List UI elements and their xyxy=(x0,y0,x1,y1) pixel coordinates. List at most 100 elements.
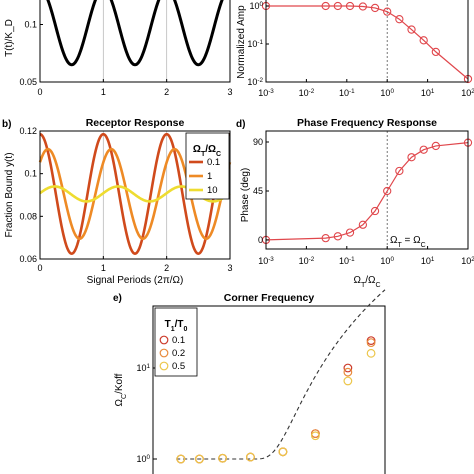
amp-ytick-label: 10-1 xyxy=(247,39,263,50)
panel-b-axes-box xyxy=(39,130,231,260)
corner-legend-entry: 0.1 xyxy=(172,335,185,346)
amp-xtick-label-part: -3 xyxy=(268,88,274,95)
amp-xtick-label-part: 2 xyxy=(471,88,474,95)
phase-annotation-part: C xyxy=(421,242,426,249)
panel-b-ytick-label: 0.1 xyxy=(24,169,37,179)
phase-ytick-label: 0 xyxy=(258,235,263,245)
panel-b-xtick-label: 2 xyxy=(164,263,169,273)
amp-ytick-label-part: -2 xyxy=(257,77,263,84)
corner-legend-swatch xyxy=(159,361,169,371)
panel-b-legend-title: ΩT/ΩC xyxy=(193,144,221,158)
panel-e-label: e) xyxy=(113,293,122,304)
amp-ytick-label-part: -1 xyxy=(257,39,263,46)
amp-point xyxy=(321,1,330,11)
phase-xtick-label-part: -3 xyxy=(268,256,274,263)
phase-title: Phase Frequency Response xyxy=(297,117,437,129)
panel-a-xtick-label: 0 xyxy=(37,87,42,97)
phase-ylabel: Phase (deg) xyxy=(240,168,251,222)
amp-ytick-label: 100 xyxy=(249,1,263,12)
corner-legend-title-part: /T xyxy=(175,319,184,330)
phase-xtick-label: 100 xyxy=(380,256,394,267)
phase-xtick-label-part: 0 xyxy=(390,256,394,263)
panel-b-xtick-label: 0 xyxy=(37,263,42,273)
corner-point xyxy=(246,452,255,462)
corner-fit-line xyxy=(176,289,386,460)
phase-xtick-label-part: 10 xyxy=(258,256,268,266)
corner-ytick-label: 100 xyxy=(136,454,150,465)
amp-ytick-label-part: 10 xyxy=(247,77,257,87)
amp-ylabel: Normalized Amp xyxy=(236,5,247,79)
corner-legend-title-part: 0 xyxy=(184,326,188,333)
panel-b-xtick-label: 1 xyxy=(101,263,106,273)
amp-xtick-label: 100 xyxy=(380,88,394,99)
phase-xlabel-part: /Ω xyxy=(365,275,376,286)
amp-point xyxy=(431,47,440,57)
corner-title: Corner Frequency xyxy=(224,292,315,304)
panel-b-legend-title-part: T xyxy=(201,151,206,158)
phase-xtick-label-part: 10 xyxy=(421,256,431,266)
amp-point xyxy=(370,3,380,13)
phase-xtick-label: 101 xyxy=(421,256,435,267)
amp-xtick-label: 10-1 xyxy=(339,88,355,99)
panel-a-ytick-label: 0.1 xyxy=(24,20,37,30)
phase-xtick-label-part: -2 xyxy=(309,256,315,263)
panel-a-xtick-label: 1 xyxy=(101,87,106,97)
phase-xtick-label-part: 10 xyxy=(461,256,471,266)
panel-b-legend-box xyxy=(185,132,230,200)
panel-a-series-line xyxy=(46,0,224,67)
amp-ytick-label: 10-2 xyxy=(247,77,263,88)
panel-b-legend-title-part: C xyxy=(216,151,221,158)
panel-b-legend-entry: 1 xyxy=(207,171,212,182)
phase-point xyxy=(431,141,440,151)
phase-annotation: ΩT = ΩC xyxy=(390,235,426,249)
phase-annotation-part: T xyxy=(397,242,402,249)
corner-point xyxy=(176,454,186,464)
panel-b-legend-entry: 10 xyxy=(207,185,218,196)
amp-ytick-label-part: 10 xyxy=(247,39,257,49)
amp-point xyxy=(407,25,416,34)
phase-point xyxy=(333,232,342,241)
phase-xtick-label-part: 10 xyxy=(299,256,309,266)
phase-xlabel-part: C xyxy=(375,282,380,289)
panel-b-xtick-label: 3 xyxy=(227,263,232,273)
panel-a-ytick-label: 0.05 xyxy=(19,77,37,87)
corner-ylabel-part: /Koff xyxy=(114,373,125,394)
corner-legend-box xyxy=(154,307,198,377)
amp-point xyxy=(395,15,404,24)
amp-point xyxy=(383,7,392,16)
phase-point xyxy=(370,206,380,216)
corner-axes-box xyxy=(152,305,386,474)
phase-xtick-label-part: 2 xyxy=(471,256,474,263)
amp-xtick-label: 101 xyxy=(421,88,435,99)
corner-legend-swatch xyxy=(159,335,169,345)
phase-xtick-label-part: -1 xyxy=(349,256,355,263)
corner-point xyxy=(343,376,353,386)
amp-xtick-label-part: -1 xyxy=(349,88,355,95)
amp-point xyxy=(419,36,428,45)
panel-b-ytick-label: 0.12 xyxy=(19,126,37,136)
corner-point xyxy=(311,431,320,441)
corner-ylabel: ΩC/Koff xyxy=(114,373,128,406)
phase-annotation-part: Ω xyxy=(390,235,398,246)
corner-ytick-label-part: 1 xyxy=(146,363,150,370)
phase-xlabel-part: T xyxy=(361,282,366,289)
amp-xtick-label-part: 10 xyxy=(421,88,431,98)
panel-b-title: Receptor Response xyxy=(86,117,185,129)
amp-ytick-label-part: 10 xyxy=(249,1,259,11)
panel-b-ylabel: Fraction Bound y(t) xyxy=(4,152,15,237)
phase-xtick-label: 10-2 xyxy=(299,256,315,267)
corner-ylabel-part: Ω xyxy=(114,398,125,406)
phase-point xyxy=(321,233,330,243)
corner-legend-entry: 0.2 xyxy=(172,348,185,359)
amp-series-line xyxy=(266,5,469,80)
phase-series-line xyxy=(265,142,469,241)
phase-xtick-label-part: 10 xyxy=(380,256,390,266)
amp-xtick-label-part: 1 xyxy=(431,88,435,95)
panel-b-series-line xyxy=(38,147,232,241)
phase-xlabel-part: Ω xyxy=(353,275,361,286)
amp-xtick-label-part: 10 xyxy=(380,88,390,98)
panel-a-xtick-label: 3 xyxy=(227,87,232,97)
panel-b-series-line xyxy=(39,132,231,255)
phase-xlabel: ΩT/ΩC xyxy=(353,275,380,289)
